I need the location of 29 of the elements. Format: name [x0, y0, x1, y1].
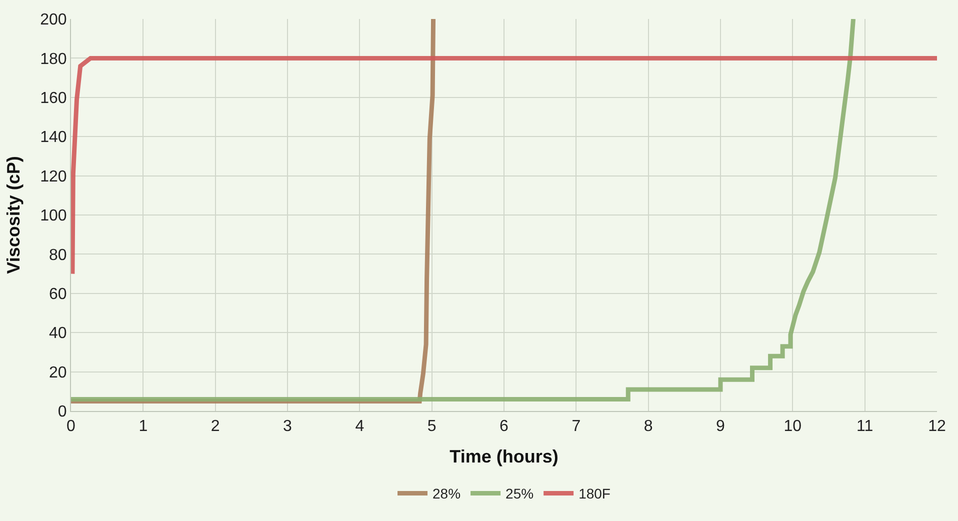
- legend-label: 25%: [506, 486, 534, 502]
- y-tick-label: 60: [49, 286, 67, 303]
- x-tick-label: 8: [644, 418, 653, 436]
- y-tick-label: 40: [49, 325, 67, 342]
- legend-label: 28%: [432, 486, 461, 502]
- x-tick-label: 12: [928, 418, 946, 436]
- legend-label: 180F: [578, 486, 610, 502]
- y-axis-title: Viscosity (cP): [3, 156, 24, 274]
- x-tick-label: 9: [716, 418, 726, 436]
- x-tick-label: 11: [856, 418, 874, 436]
- y-tick-label: 180: [40, 50, 67, 68]
- y-tick-label: 200: [40, 12, 67, 29]
- y-tick-label: 80: [49, 246, 67, 264]
- y-tick-label: 0: [58, 404, 67, 421]
- x-tick-label: 5: [427, 418, 436, 436]
- x-tick-label: 1: [138, 418, 148, 436]
- x-tick-label: 6: [500, 418, 509, 436]
- x-tick-label: 2: [210, 418, 220, 436]
- y-tick-label: 160: [40, 90, 67, 107]
- y-tick-label: 20: [49, 364, 67, 382]
- y-tick-label: 100: [40, 208, 67, 225]
- y-tick-label: 120: [40, 168, 67, 186]
- x-tick-label: 4: [355, 418, 364, 436]
- x-tick-label: 3: [283, 418, 292, 436]
- x-tick-label: 10: [784, 418, 802, 436]
- x-axis-title: Time (hours): [450, 446, 558, 466]
- y-tick-label: 140: [40, 129, 67, 146]
- x-tick-label: 7: [572, 418, 581, 436]
- line-series: [71, 19, 856, 402]
